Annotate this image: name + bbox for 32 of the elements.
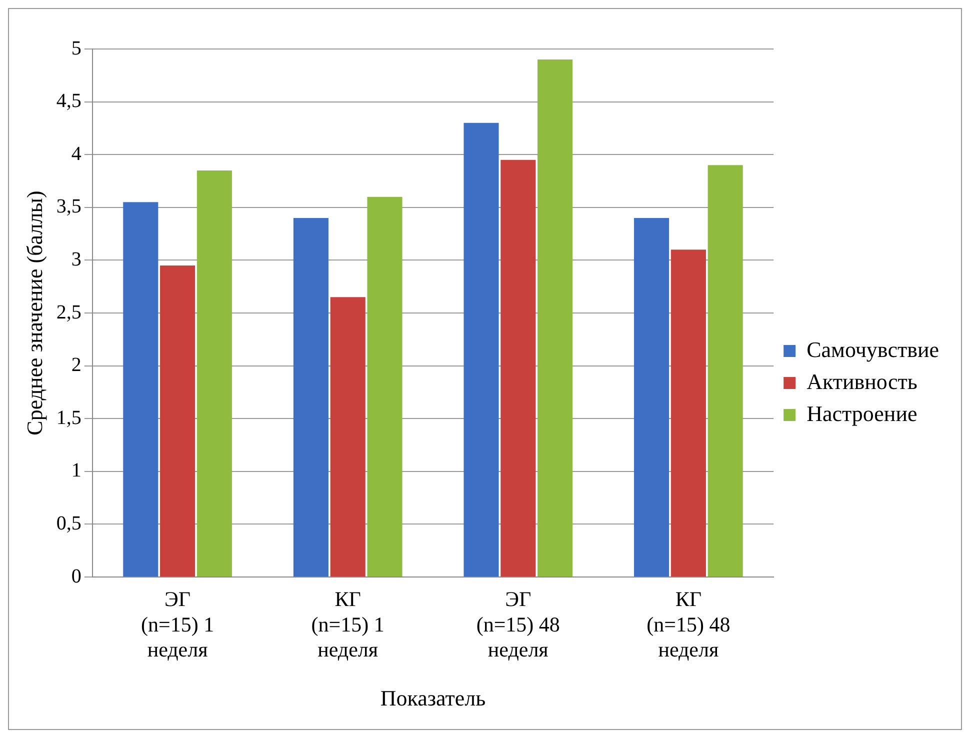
bar — [670, 250, 706, 576]
y-tick-label: 4 — [71, 142, 82, 165]
bar — [464, 122, 499, 576]
x-tick-label: ЭГ (n=15) 1 неделя — [141, 587, 214, 662]
bar — [708, 165, 743, 576]
y-tick-label: 0,5 — [56, 512, 82, 534]
y-tick-label: 0 — [71, 565, 82, 588]
bar — [293, 218, 328, 576]
x-tick-label: ЭГ (n=15) 48 неделя — [476, 587, 560, 662]
bar — [367, 196, 402, 576]
y-tick-label: 2 — [71, 354, 82, 376]
y-axis-title: Среднее значение (баллы) — [22, 190, 47, 436]
bar — [634, 218, 670, 576]
bar — [330, 297, 366, 576]
bar — [196, 170, 232, 576]
y-tick-label: 1 — [71, 460, 82, 482]
y-tick-label: 4,5 — [56, 90, 82, 112]
bar — [123, 202, 158, 576]
y-tick-label: 2,5 — [56, 301, 82, 324]
bar — [500, 160, 536, 576]
y-tick-label: 3 — [71, 248, 82, 270]
y-tick-label: 3,5 — [56, 196, 82, 218]
bar — [160, 265, 196, 576]
x-tick-label: КГ (n=15) 48 неделя — [646, 587, 730, 662]
x-axis-title: Показатель — [380, 686, 486, 711]
bar — [538, 60, 573, 576]
legend-label: Активность — [806, 368, 918, 394]
x-tick-label: КГ (n=15) 1 неделя — [311, 587, 384, 662]
y-tick-label: 5 — [71, 37, 82, 60]
y-tick-label: 1,5 — [56, 406, 82, 429]
legend-label: Самочувствие — [806, 336, 940, 362]
legend-label: Настроение — [806, 400, 918, 426]
